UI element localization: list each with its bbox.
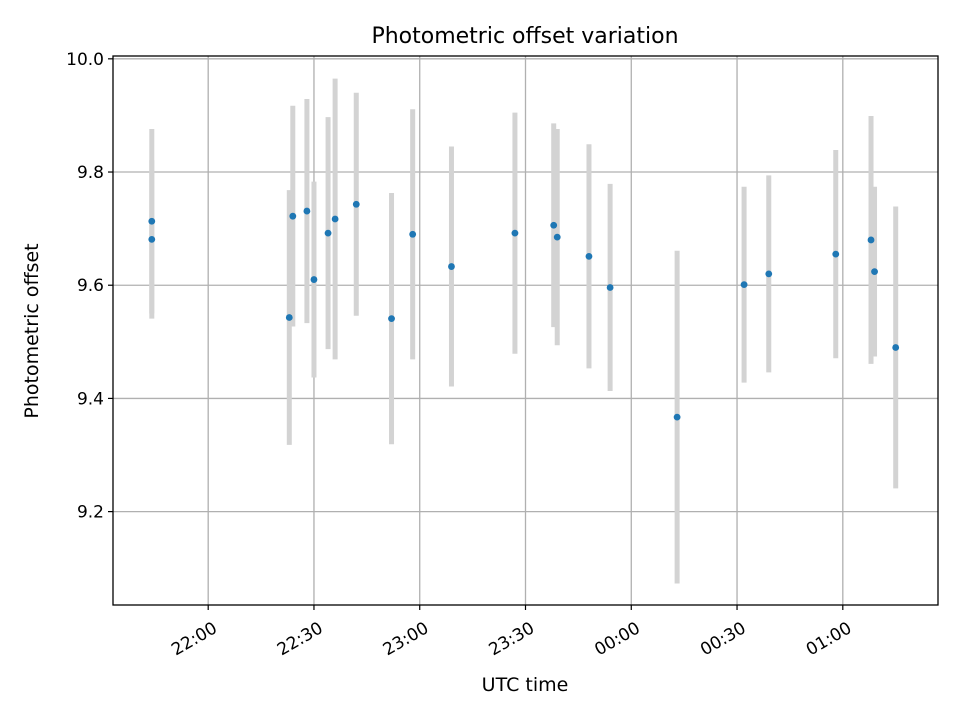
data-point bbox=[832, 250, 840, 258]
data-point bbox=[388, 315, 395, 323]
y-tick-label: 9.4 bbox=[77, 389, 104, 409]
data-point bbox=[148, 217, 156, 225]
data-points bbox=[148, 200, 900, 421]
data-point bbox=[289, 212, 297, 220]
data-point bbox=[892, 344, 900, 351]
data-point bbox=[871, 268, 878, 276]
y-axis-label: Photometric offset bbox=[21, 243, 43, 418]
data-point bbox=[606, 284, 614, 291]
data-point bbox=[673, 413, 681, 421]
data-point bbox=[740, 281, 748, 289]
grid-lines bbox=[113, 56, 938, 605]
y-tick-label: 10.0 bbox=[66, 50, 104, 70]
data-point bbox=[553, 233, 561, 241]
data-point bbox=[511, 229, 519, 237]
data-point bbox=[303, 207, 311, 215]
data-point bbox=[352, 200, 360, 208]
y-tick-label: 9.6 bbox=[77, 276, 104, 296]
data-point bbox=[765, 270, 773, 278]
data-point bbox=[409, 230, 417, 238]
data-point bbox=[867, 236, 875, 244]
data-point bbox=[331, 215, 339, 223]
data-point bbox=[310, 276, 318, 283]
data-point bbox=[324, 229, 332, 237]
x-axis-label: UTC time bbox=[482, 674, 569, 696]
data-point bbox=[448, 263, 455, 270]
data-point bbox=[285, 314, 293, 321]
data-point bbox=[585, 252, 593, 260]
data-point bbox=[550, 221, 558, 229]
y-tick-label: 9.2 bbox=[77, 503, 104, 523]
data-point bbox=[148, 235, 156, 243]
chart-title: Photometric offset variation bbox=[371, 24, 678, 49]
y-tick-label: 9.8 bbox=[77, 163, 104, 183]
